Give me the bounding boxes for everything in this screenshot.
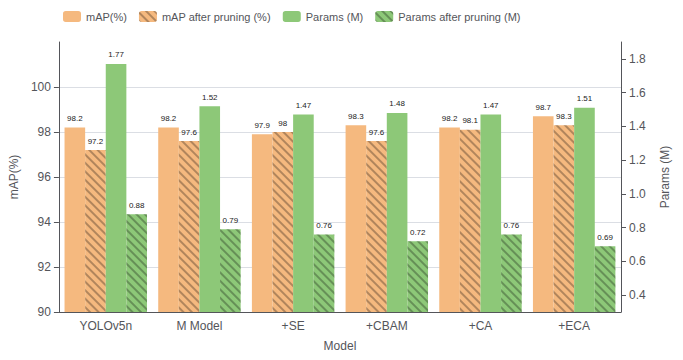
svg-text:0.76: 0.76	[316, 221, 332, 230]
svg-text:1.6: 1.6	[629, 86, 646, 100]
svg-text:0.79: 0.79	[223, 216, 239, 225]
svg-text:1.52: 1.52	[202, 93, 218, 102]
svg-text:98.7: 98.7	[535, 103, 551, 112]
svg-text:Params (M): Params (M)	[658, 146, 672, 209]
svg-text:YOLOv5n: YOLOv5n	[79, 319, 132, 333]
svg-text:+SE: +SE	[282, 319, 305, 333]
svg-text:98.3: 98.3	[556, 112, 572, 121]
svg-text:0.76: 0.76	[504, 221, 520, 230]
svg-text:+CA: +CA	[469, 319, 493, 333]
svg-text:98.3: 98.3	[348, 112, 364, 121]
svg-text:92: 92	[38, 260, 52, 274]
svg-text:Params (M): Params (M)	[306, 11, 363, 23]
svg-text:1.47: 1.47	[296, 101, 312, 110]
svg-text:+ECA: +ECA	[558, 319, 590, 333]
svg-text:mAP(%): mAP(%)	[86, 11, 127, 23]
svg-text:97.6: 97.6	[369, 128, 385, 137]
svg-text:98.2: 98.2	[442, 114, 458, 123]
svg-text:96: 96	[38, 170, 52, 184]
svg-text:Model: Model	[324, 339, 357, 353]
svg-text:1.8: 1.8	[629, 52, 646, 66]
svg-text:0.72: 0.72	[410, 228, 426, 237]
svg-text:1.4: 1.4	[629, 119, 646, 133]
svg-text:97.2: 97.2	[88, 137, 104, 146]
svg-text:1.77: 1.77	[108, 50, 124, 59]
svg-text:98: 98	[278, 119, 287, 128]
svg-text:98.2: 98.2	[161, 114, 177, 123]
svg-text:0.6: 0.6	[629, 254, 646, 268]
svg-text:1.2: 1.2	[629, 153, 646, 167]
svg-text:0.8: 0.8	[629, 221, 646, 235]
svg-text:0.88: 0.88	[129, 201, 145, 210]
svg-text:M Model: M Model	[176, 319, 222, 333]
svg-text:98.2: 98.2	[67, 114, 83, 123]
svg-text:mAP after pruning (%): mAP after pruning (%)	[162, 11, 271, 23]
svg-text:90: 90	[38, 305, 52, 319]
svg-text:0.4: 0.4	[629, 288, 646, 302]
svg-text:0.69: 0.69	[597, 233, 613, 242]
svg-text:98: 98	[38, 125, 52, 139]
svg-text:1.48: 1.48	[389, 99, 405, 108]
svg-text:97.9: 97.9	[254, 121, 270, 130]
svg-text:1.0: 1.0	[629, 187, 646, 201]
svg-text:97.6: 97.6	[181, 128, 197, 137]
svg-text:+CBAM: +CBAM	[366, 319, 408, 333]
svg-text:100: 100	[31, 80, 51, 94]
svg-text:98.1: 98.1	[462, 116, 478, 125]
svg-text:mAP(%): mAP(%)	[7, 155, 21, 200]
svg-text:Params after pruning (M): Params after pruning (M)	[398, 11, 520, 23]
svg-text:1.51: 1.51	[577, 94, 593, 103]
svg-text:1.47: 1.47	[483, 101, 499, 110]
svg-text:94: 94	[38, 215, 52, 229]
